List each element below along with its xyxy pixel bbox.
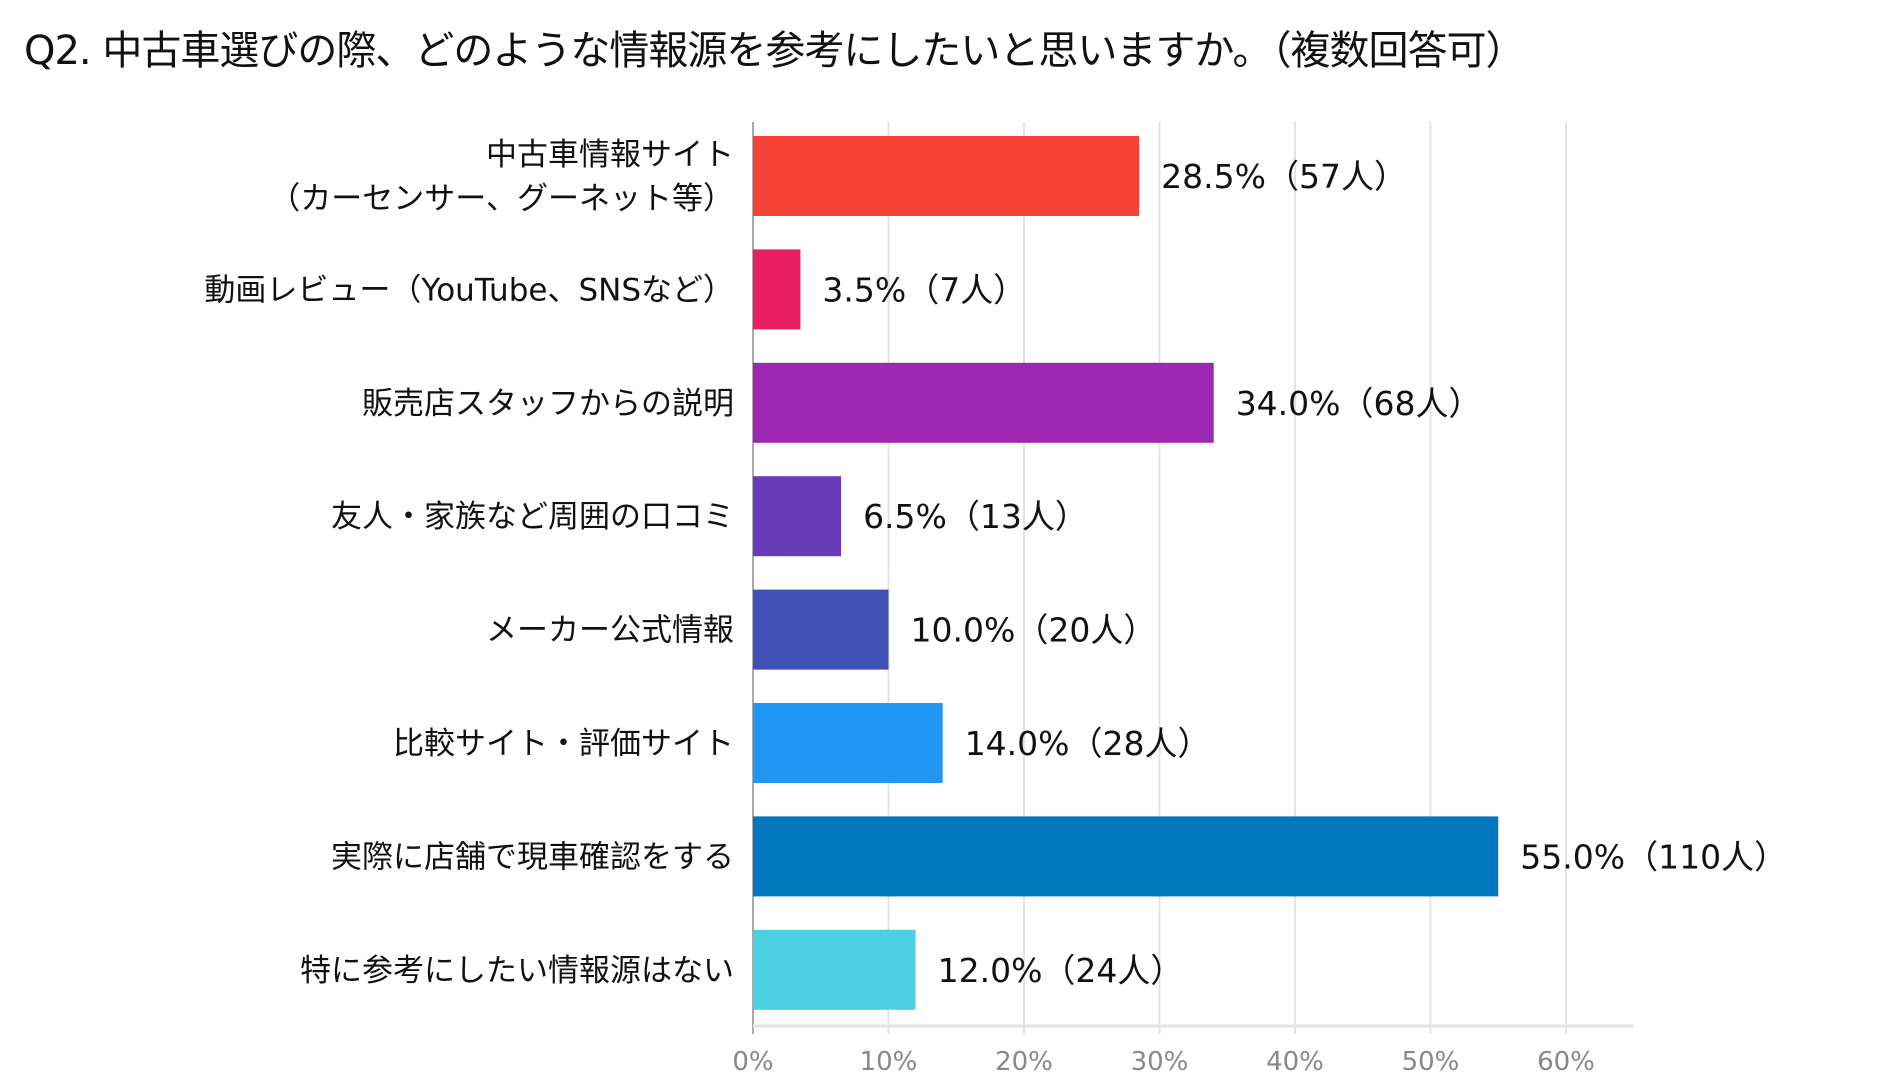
bar xyxy=(753,703,943,783)
bar xyxy=(753,362,1214,443)
data-label: 55.0%（110人） xyxy=(1520,837,1787,876)
bar xyxy=(753,816,1499,897)
data-label: 34.0%（68人） xyxy=(1236,384,1482,423)
x-tick-label: 30% xyxy=(1131,1047,1189,1077)
bar xyxy=(753,136,1140,216)
chart-title: Q2. 中古車選びの際、どのような情報源を参考にしたいと思いますか。（複数回答可… xyxy=(24,28,1526,74)
x-tick-label: 20% xyxy=(995,1047,1053,1077)
x-tick-label: 50% xyxy=(1402,1047,1460,1077)
category-label: 特に参考にしたい情報源はない xyxy=(300,953,734,989)
category-label: メーカー公式情報 xyxy=(486,613,734,649)
bar xyxy=(753,249,801,330)
x-tick-label: 40% xyxy=(1266,1047,1324,1077)
data-label: 3.5%（7人） xyxy=(822,270,1026,309)
data-label: 10.0%（20人） xyxy=(911,611,1157,650)
bar xyxy=(753,929,916,1010)
category-label: 実際に店舗で現車確認をする xyxy=(331,839,734,875)
data-label: 6.5%（13人） xyxy=(863,497,1088,536)
bar xyxy=(753,476,842,557)
x-tick-label: 60% xyxy=(1537,1047,1595,1077)
data-label: 12.0%（24人） xyxy=(938,951,1184,990)
data-label: 14.0%（28人） xyxy=(965,724,1211,763)
data-label: 28.5%（57人） xyxy=(1161,157,1407,196)
category-label: 友人・家族など周囲の口コミ xyxy=(331,499,734,535)
x-tick-label: 10% xyxy=(860,1047,918,1077)
category-label: （カーセンサー、グーネット等） xyxy=(269,181,734,217)
category-label: 中古車情報サイト xyxy=(486,137,734,173)
category-label: 動画レビュー（YouTube、SNSなど） xyxy=(204,272,734,308)
bar xyxy=(753,589,889,670)
x-tick-label: 0% xyxy=(732,1047,773,1077)
category-label: 比較サイト・評価サイト xyxy=(393,726,734,762)
category-label: 販売店スタッフからの説明 xyxy=(362,386,734,422)
